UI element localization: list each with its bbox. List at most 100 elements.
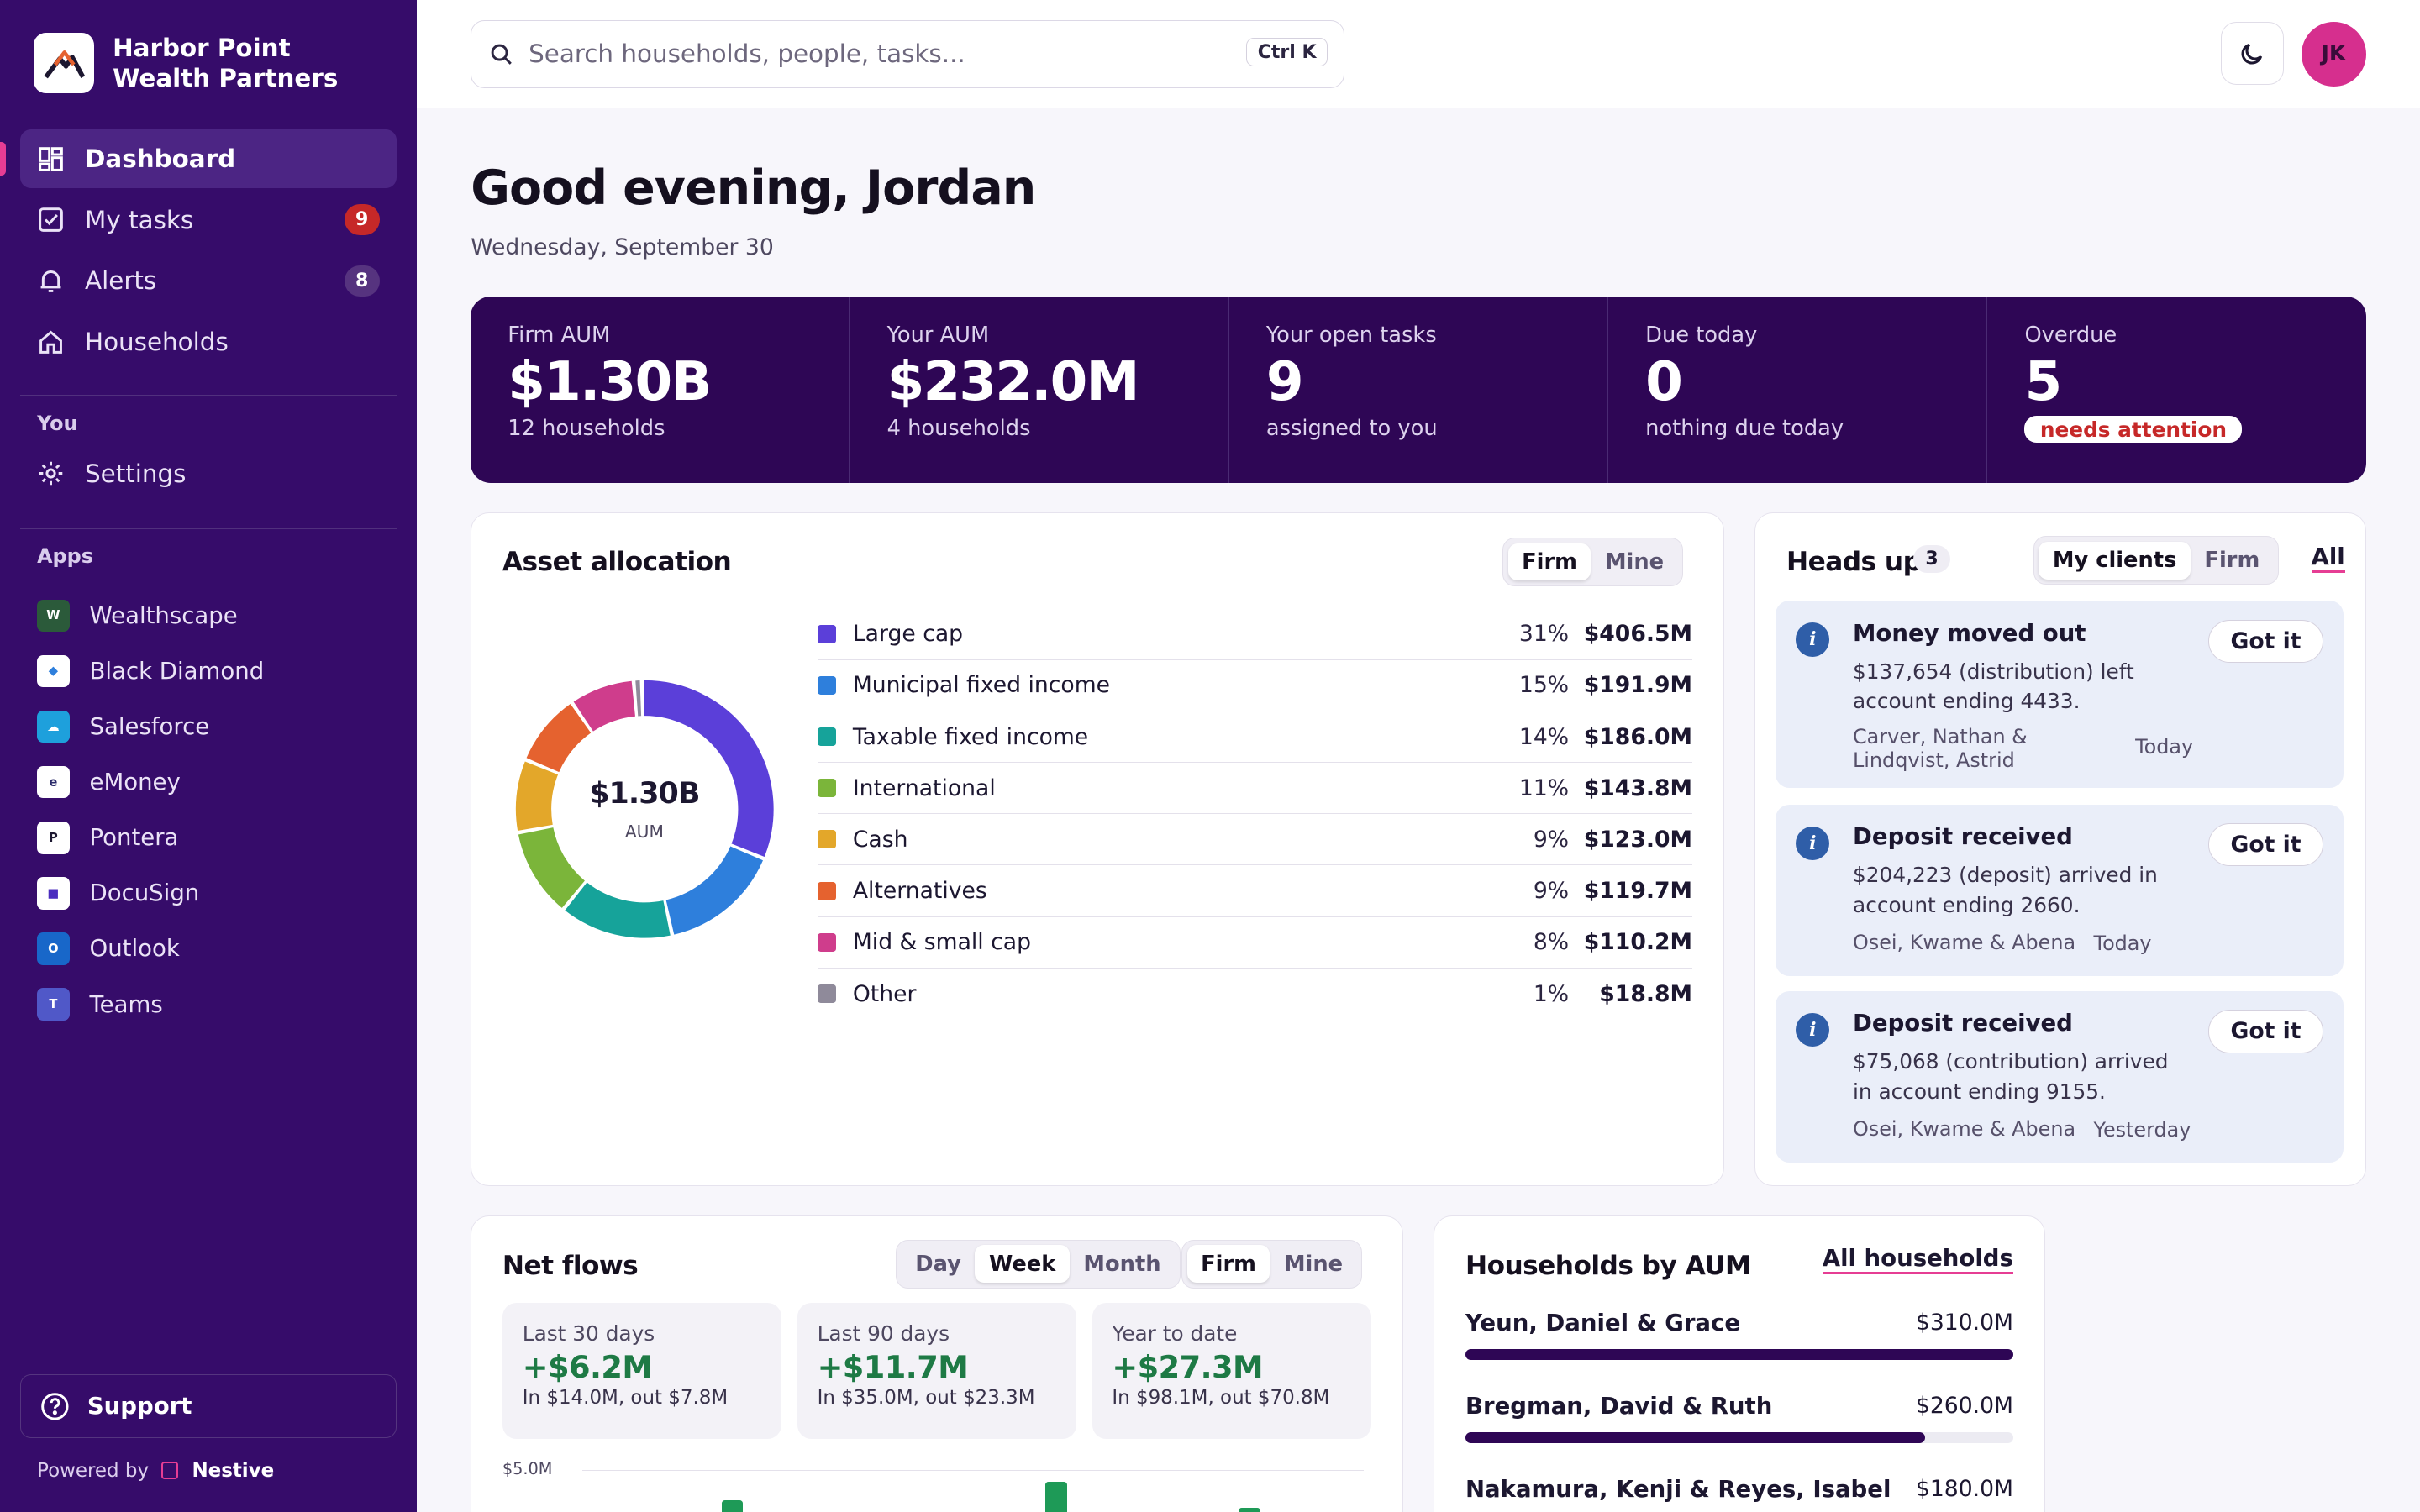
app-docusign[interactable]: ■ DocuSign — [37, 865, 264, 921]
flow-bar[interactable] — [1045, 1482, 1068, 1512]
nav-item-settings[interactable]: Settings — [20, 444, 397, 503]
toggle-mine[interactable]: Mine — [1604, 549, 1665, 575]
toggle-firm[interactable]: Firm — [1507, 543, 1591, 581]
donut-slice-international[interactable] — [518, 827, 586, 908]
app-emoney[interactable]: e eMoney — [37, 754, 264, 810]
donut-slice-large-cap[interactable] — [643, 680, 774, 858]
legend-amount: $123.0M — [1583, 826, 1692, 853]
app-teams[interactable]: T Teams — [37, 977, 264, 1032]
got-it-button[interactable]: Got it — [2207, 1010, 2324, 1053]
alert-household[interactable]: Carver, Nathan & Lindqvist, Astrid — [1853, 725, 2028, 772]
toggle-mine[interactable]: Mine — [1283, 1251, 1344, 1277]
toggle-firm[interactable]: Firm — [2204, 548, 2260, 574]
app-label: Teams — [89, 990, 163, 1018]
legend-swatch — [817, 675, 836, 695]
alert-body: $75,068 (contribution) arrived in accoun… — [1853, 1049, 2169, 1105]
toggle-month[interactable]: Month — [1083, 1251, 1161, 1277]
got-it-button[interactable]: Got it — [2207, 822, 2324, 867]
toggle-firm[interactable]: Firm — [1186, 1245, 1270, 1284]
kpi-firm-aum[interactable]: Firm AUM $1.30B 12 households — [471, 296, 850, 483]
donut-slice-municipal-fixed-income[interactable] — [665, 846, 763, 935]
flow-bar[interactable] — [721, 1500, 744, 1512]
flow-label: Last 90 days — [817, 1321, 950, 1347]
donut-slice-cash[interactable] — [515, 761, 558, 832]
kpi-due-today[interactable]: Due today 0 nothing due today — [1608, 296, 1988, 483]
legend-row[interactable]: Taxable fixed income 14% $186.0M — [817, 711, 1692, 764]
heads-up-all-link[interactable]: All — [2311, 543, 2345, 573]
household-row[interactable]: Yeun, Daniel & Grace $310.0M — [1465, 1310, 2014, 1361]
kpi-label: Overdue — [2024, 322, 2118, 348]
legend-row[interactable]: Alternatives 9% $119.7M — [817, 865, 1692, 917]
current-date: Wednesday, September 30 — [471, 234, 774, 261]
heads-up-scope-toggle: My clients Firm — [2033, 536, 2280, 585]
nav-item-households[interactable]: Households — [20, 312, 397, 371]
donut-slice-taxable-fixed-income[interactable] — [564, 882, 671, 938]
app-outlook[interactable]: O Outlook — [37, 921, 264, 976]
app-label: Pontera — [89, 824, 179, 852]
nav-item-my-tasks[interactable]: My tasks 9 — [20, 191, 397, 249]
powered-by-label: Powered by — [37, 1459, 150, 1482]
heads-up-count-badge: 3 — [1912, 545, 1951, 573]
legend-label: Municipal fixed income — [852, 672, 1111, 699]
support-button[interactable]: Support — [19, 1374, 397, 1438]
household-row[interactable]: Nakamura, Kenji & Reyes, Isabel $180.0M — [1465, 1476, 2013, 1503]
got-it-button[interactable]: Got it — [2207, 619, 2324, 663]
allocation-legend: Large cap 31% $406.5M Municipal fixed in… — [817, 609, 1692, 1020]
kpi-overdue[interactable]: Overdue 5 needs attention — [1987, 297, 2365, 483]
heads-up-card: Heads up 3 My clients Firm All i Money m… — [1754, 512, 2366, 1187]
wealthscape-icon: W — [37, 599, 70, 633]
legend-percent: 1% — [1533, 980, 1570, 1007]
legend-amount: $110.2M — [1583, 929, 1692, 956]
legend-row[interactable]: Other 1% $18.8M — [817, 969, 1692, 1020]
legend-row[interactable]: Municipal fixed income 15% $191.9M — [817, 660, 1692, 711]
dashboard-icon — [37, 145, 65, 173]
legend-label: Cash — [852, 826, 908, 853]
app-black-diamond[interactable]: ◆ Black Diamond — [37, 643, 264, 699]
search-input[interactable]: Search households, people, tasks... Ctrl… — [471, 19, 1344, 88]
app-pontera[interactable]: P Pontera — [37, 810, 264, 865]
kpi-value: $232.0M — [886, 349, 1140, 413]
legend-amount: $191.9M — [1583, 672, 1692, 699]
donut-center: $1.30B AUM — [515, 680, 775, 939]
donut-slice-mid-small-cap[interactable] — [573, 680, 636, 732]
app-label: Wealthscape — [89, 601, 238, 629]
flow-summary-90d[interactable]: Last 90 days +$11.7M In $35.0M, out $23.… — [797, 1303, 1077, 1439]
app-wealthscape[interactable]: W Wealthscape — [37, 588, 264, 643]
kpi-sub: assigned to you — [1265, 415, 1438, 441]
app-salesforce[interactable]: ☁ Salesforce — [37, 699, 264, 754]
legend-amount: $186.0M — [1583, 723, 1692, 750]
legend-label: Alternatives — [852, 878, 987, 905]
legend-percent: 15% — [1518, 672, 1570, 699]
alert-household[interactable]: Osei, Kwame & Abena — [1853, 930, 2076, 954]
kpi-your-aum[interactable]: Your AUM $232.0M 4 households — [850, 296, 1229, 483]
alerts-count-badge: 8 — [344, 265, 380, 297]
avatar[interactable]: JK — [2301, 21, 2366, 87]
legend-amount: $143.8M — [1583, 774, 1692, 801]
toggle-week[interactable]: Week — [975, 1245, 1070, 1284]
legend-row[interactable]: Large cap 31% $406.5M — [817, 609, 1692, 660]
kpi-open-tasks[interactable]: Your open tasks 9 assigned to you — [1229, 296, 1609, 483]
kpi-strip: Firm AUM $1.30B 12 households Your AUM $… — [471, 296, 2366, 483]
legend-row[interactable]: Mid & small cap 8% $110.2M — [817, 917, 1692, 969]
alert-household[interactable]: Osei, Kwame & Abena — [1853, 1116, 2076, 1141]
brand-name: Harbor Point Wealth Partners — [113, 33, 339, 93]
legend-row[interactable]: Cash 9% $123.0M — [817, 814, 1692, 866]
nav-item-alerts[interactable]: Alerts 8 — [20, 251, 397, 310]
flow-sub: In $35.0M, out $23.3M — [817, 1386, 1035, 1409]
brand[interactable]: Harbor Point Wealth Partners — [34, 33, 382, 94]
legend-percent: 9% — [1533, 878, 1570, 905]
nav-item-dashboard[interactable]: Dashboard — [0, 129, 397, 189]
donut-slice-alternatives[interactable] — [526, 704, 592, 773]
flow-summary-30d[interactable]: Last 30 days +$6.2M In $14.0M, out $7.8M — [502, 1303, 782, 1439]
toggle-my-clients[interactable]: My clients — [2039, 541, 2191, 580]
flow-summary-ytd[interactable]: Year to date +$27.3M In $98.1M, out $70.… — [1092, 1303, 1371, 1439]
flow-bar[interactable] — [1239, 1508, 1260, 1512]
asset-allocation-card: Asset allocation Firm Mine $1.30B AUM La… — [471, 512, 1724, 1187]
household-row[interactable]: Bregman, David & Ruth $260.0M — [1465, 1393, 2014, 1444]
all-households-link[interactable]: All households — [1822, 1246, 2013, 1275]
household-aum-bar — [1465, 1432, 2014, 1444]
legend-row[interactable]: International 11% $143.8M — [817, 763, 1692, 815]
toggle-day[interactable]: Day — [915, 1251, 961, 1277]
theme-toggle-button[interactable] — [2221, 21, 2285, 85]
salesforce-icon: ☁ — [37, 710, 70, 743]
